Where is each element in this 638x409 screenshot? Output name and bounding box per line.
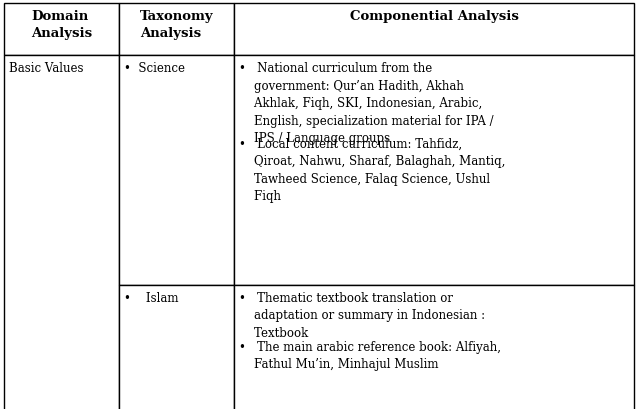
Text: Componential Analysis: Componential Analysis — [350, 10, 519, 23]
Text: •   Local content curriculum: Tahfidz,
    Qiroat, Nahwu, Sharaf, Balaghah, Mant: • Local content curriculum: Tahfidz, Qir… — [239, 137, 505, 202]
Bar — [4, 4, 119, 56]
Text: Domain
Analysis: Domain Analysis — [31, 10, 92, 40]
Bar — [234, 56, 634, 285]
Text: •   The main arabic reference book: Alfiyah,
    Fathul Mu’in, Minhajul Muslim: • The main arabic reference book: Alfiya… — [239, 339, 501, 370]
Text: •   Thematic textbook translation or
    adaptation or summary in Indonesian :
 : • Thematic textbook translation or adapt… — [239, 291, 485, 339]
Bar — [119, 285, 234, 409]
Text: •   National curriculum from the
    government: Qur’an Hadith, Akhah
    Akhlak: • National curriculum from the governmen… — [239, 62, 494, 145]
Text: •  Science: • Science — [124, 62, 185, 75]
Bar — [119, 4, 234, 56]
Bar — [119, 56, 234, 285]
Bar — [4, 56, 119, 409]
Bar — [234, 285, 634, 409]
Text: Taxonomy
Analysis: Taxonomy Analysis — [140, 10, 213, 40]
Bar — [234, 4, 634, 56]
Text: Basic Values: Basic Values — [9, 62, 84, 75]
Text: •    Islam: • Islam — [124, 291, 179, 304]
